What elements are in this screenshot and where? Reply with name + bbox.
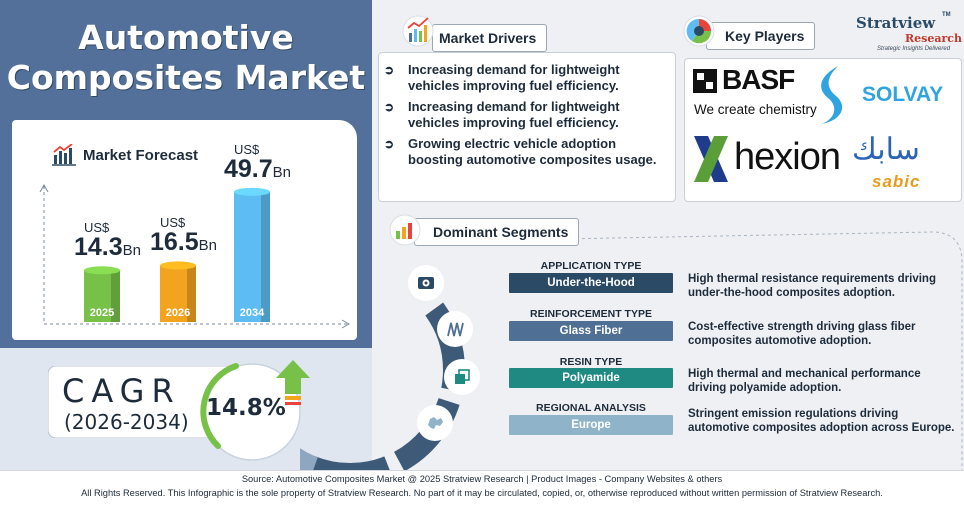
bar-shade	[187, 265, 196, 322]
footer-rights: All Rights Reserved. This Infographic is…	[81, 488, 883, 498]
forecast-chart: 2025 2026 2034	[39, 183, 351, 329]
segment-value: Under-the-Hood	[509, 273, 673, 293]
segment-value: Europe	[509, 415, 673, 435]
driver-text: Growing electric vehicle adoption boosti…	[408, 136, 657, 167]
bar-shade	[111, 270, 120, 322]
sabic-arabic: سابك	[852, 133, 920, 166]
brand-name: Stratview	[856, 14, 936, 32]
brand-trademark: TM	[942, 12, 951, 18]
segment-type: REGIONAL ANALYSIS	[536, 402, 646, 414]
drivers-heading-label: Market Drivers	[439, 30, 537, 46]
resin-icon	[447, 362, 477, 392]
cagr-label: CAGR	[62, 372, 181, 410]
trend-chart-icon	[402, 15, 434, 47]
y-axis-arrow-icon	[39, 183, 49, 193]
solvay-name: SOLVAY	[862, 83, 944, 106]
basf-tagline: We create chemistry	[694, 102, 817, 117]
bar-value-label: US$ 14.3Bn	[74, 220, 141, 263]
engine-icon	[411, 268, 441, 298]
segment-value: Polyamide	[509, 368, 673, 388]
bar-shade	[261, 191, 270, 322]
growth-arrow-icon	[276, 360, 310, 405]
bar-value-label: US$ 49.7Bn	[224, 142, 291, 185]
bar-top	[84, 266, 120, 275]
bar-currency: US$	[234, 141, 260, 157]
forecast-bar: 2026	[160, 261, 196, 322]
segment-description: High thermal and mechanical performance …	[688, 368, 921, 394]
segments-heading: Dominant Segments	[414, 218, 580, 246]
basf-name: BASF	[722, 64, 795, 95]
forecast-bar: 2034	[234, 187, 270, 322]
title-line-2: Composites Market	[6, 58, 366, 97]
arrow-icon: ➲	[384, 137, 395, 151]
x-axis-arrow-icon	[341, 319, 351, 329]
bar-top	[160, 261, 196, 270]
driver-text: Increasing demand for lightweight vehicl…	[408, 62, 620, 93]
bar-amount: 14.3Bn	[74, 233, 142, 262]
drivers-box	[378, 52, 676, 202]
players-heading: Key Players	[706, 22, 816, 50]
bar-year-label: 2034	[240, 307, 265, 319]
cagr-value: 14.8%	[206, 395, 286, 421]
segments-frame	[401, 231, 963, 470]
drivers-list: ➲ Increasing demand for lightweight vehi…	[384, 62, 669, 173]
footer-source: Source: Automotive Composites Market @ 2…	[241, 474, 723, 484]
bar-top	[234, 187, 270, 196]
forecast-heading: Market Forecast	[52, 144, 198, 166]
segments-heading-label: Dominant Segments	[433, 224, 569, 240]
brand-name-2: Research	[905, 32, 962, 45]
footer	[0, 470, 964, 505]
segment-type: REINFORCEMENT TYPE	[530, 308, 652, 320]
title-line-1: Automotive	[78, 18, 294, 57]
driver-item: ➲ Increasing demand for lightweight vehi…	[384, 62, 669, 94]
brand-tagline: Strategic Insights Delivered	[877, 46, 951, 52]
segment-type: APPLICATION TYPE	[540, 260, 642, 272]
segment-value: Glass Fiber	[509, 321, 673, 341]
bar-chart-icon	[52, 144, 76, 166]
bar-currency: US$	[160, 215, 186, 231]
solvay-mark	[821, 66, 843, 124]
cagr-badge	[200, 360, 310, 461]
page-title: Automotive Composites Market	[0, 18, 372, 98]
bar-amount: 16.5Bn	[150, 228, 218, 257]
driver-item: ➲ Growing electric vehicle adoption boos…	[384, 136, 669, 168]
growth-bars-icon	[389, 214, 421, 246]
arrow-icon: ➲	[384, 63, 395, 77]
bar-value-label: US$ 16.5Bn	[150, 215, 217, 258]
bar-year-label: 2026	[166, 307, 190, 319]
hexion-mark	[694, 136, 728, 182]
fiber-icon	[440, 314, 470, 344]
sabic-latin: sabic	[872, 172, 921, 191]
segments-ring	[300, 255, 465, 470]
europe-map-icon	[420, 408, 450, 438]
drivers-heading: Market Drivers	[432, 24, 548, 52]
driver-text: Increasing demand for lightweight vehicl…	[408, 99, 620, 130]
players-pie-icon	[683, 15, 715, 47]
bar-year-label: 2025	[90, 307, 114, 319]
segment-description: Cost-effective strength driving glass fi…	[688, 321, 916, 347]
cagr-period: (2026-2034)	[64, 410, 189, 434]
forecast-heading-label: Market Forecast	[83, 146, 199, 164]
segment-description: Stringent emission regulations driving a…	[688, 408, 955, 434]
segment-type: RESIN TYPE	[559, 356, 623, 368]
basf-mark	[693, 69, 717, 93]
bar-amount: 49.7Bn	[224, 154, 292, 183]
forecast-bar: 2025	[84, 266, 120, 322]
segment-description: High thermal resistance requirements dri…	[688, 273, 936, 299]
driver-item: ➲ Increasing demand for lightweight vehi…	[384, 99, 669, 131]
players-heading-label: Key Players	[725, 28, 805, 44]
arrow-icon: ➲	[384, 100, 395, 114]
bar-currency: US$	[84, 220, 110, 236]
hexion-name: hexion	[734, 136, 841, 178]
